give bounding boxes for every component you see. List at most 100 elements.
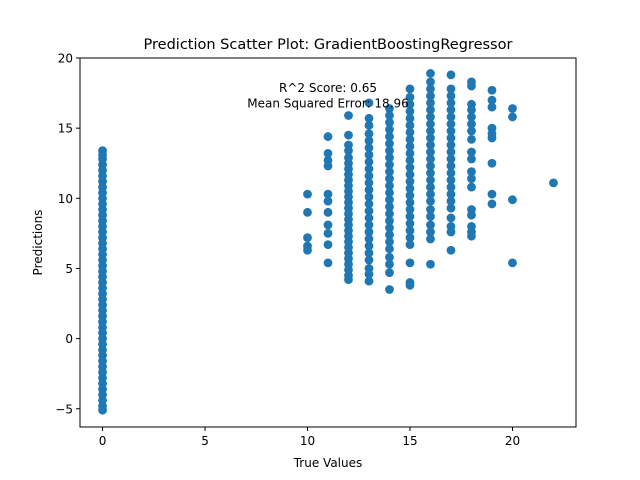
data-point	[323, 196, 333, 206]
data-point	[426, 161, 435, 171]
data-point	[323, 228, 333, 238]
data-point	[446, 105, 456, 115]
chart-annotation: Mean Squared Error: 18.96	[247, 96, 408, 110]
data-point	[487, 133, 497, 143]
data-point	[344, 130, 353, 140]
data-point	[405, 258, 415, 268]
data-point	[364, 185, 374, 195]
data-point	[364, 178, 374, 188]
data-point	[467, 134, 476, 144]
data-point	[385, 174, 394, 184]
data-point	[487, 95, 497, 105]
data-point	[323, 189, 333, 199]
data-point	[426, 196, 435, 206]
data-point	[405, 177, 415, 186]
data-point	[405, 92, 415, 102]
data-point	[446, 91, 456, 101]
y-axis: −5 0 5 10 15 20	[55, 52, 80, 416]
data-point	[405, 156, 415, 165]
data-point	[508, 195, 517, 205]
data-point	[364, 192, 374, 202]
data-point	[385, 104, 394, 113]
data-point	[364, 120, 374, 130]
data-point	[405, 205, 415, 214]
data-point	[385, 209, 394, 219]
data-point	[426, 119, 435, 129]
data-point	[426, 189, 435, 199]
data-point	[405, 191, 415, 200]
data-point	[467, 167, 476, 177]
data-point	[549, 178, 558, 188]
data-point	[426, 205, 435, 214]
data-point	[426, 77, 435, 87]
data-point	[364, 143, 374, 153]
data-point	[405, 163, 415, 172]
data-point	[364, 269, 374, 279]
data-point	[446, 189, 456, 199]
data-point	[446, 154, 456, 164]
data-point	[467, 231, 476, 241]
data-point	[446, 119, 456, 129]
data-point	[323, 149, 333, 158]
data-point	[385, 230, 394, 240]
data-point	[344, 275, 353, 285]
data-point	[323, 240, 333, 250]
data-point	[405, 141, 415, 151]
data-point	[487, 199, 497, 209]
data-point	[385, 132, 394, 141]
y-tick-label: 0	[65, 332, 73, 346]
data-point	[426, 220, 435, 230]
data-point	[385, 146, 394, 156]
data-point	[508, 104, 517, 113]
data-point	[385, 244, 394, 254]
x-tick-label: 20	[505, 434, 520, 448]
data-point	[426, 140, 435, 150]
data-point	[446, 133, 456, 143]
data-point	[467, 112, 476, 122]
data-point	[364, 276, 374, 286]
data-point	[323, 132, 333, 141]
data-point	[426, 147, 435, 157]
data-point	[364, 248, 374, 258]
data-point	[446, 196, 456, 206]
data-point	[426, 227, 435, 237]
data-point	[446, 182, 456, 192]
data-point	[405, 84, 415, 94]
data-point	[323, 207, 333, 217]
y-tick-label: 5	[65, 262, 73, 276]
data-point	[446, 175, 456, 185]
data-point	[385, 202, 394, 212]
data-point	[364, 164, 374, 174]
data-point	[467, 154, 476, 164]
data-point	[385, 285, 394, 294]
data-point	[344, 111, 353, 120]
points-layer	[98, 69, 558, 415]
data-point	[467, 174, 476, 184]
data-point	[405, 233, 415, 242]
data-point	[364, 220, 374, 230]
data-point	[426, 84, 435, 94]
data-point	[364, 157, 374, 167]
data-point	[385, 125, 394, 134]
data-point	[426, 105, 435, 115]
x-tick-label: 0	[99, 434, 107, 448]
data-point	[426, 259, 435, 269]
data-point	[405, 280, 415, 290]
data-point	[446, 126, 456, 136]
data-point	[487, 102, 497, 112]
data-point	[364, 171, 374, 181]
data-point	[344, 146, 353, 156]
data-point	[364, 234, 374, 244]
data-point	[487, 85, 497, 95]
data-point	[385, 167, 394, 177]
data-point	[98, 405, 107, 415]
data-point	[446, 213, 456, 223]
data-point	[426, 69, 435, 78]
data-point	[405, 120, 415, 130]
data-point	[385, 252, 394, 262]
x-tick-label: 10	[300, 434, 315, 448]
data-point	[426, 175, 435, 185]
data-point	[446, 227, 456, 237]
